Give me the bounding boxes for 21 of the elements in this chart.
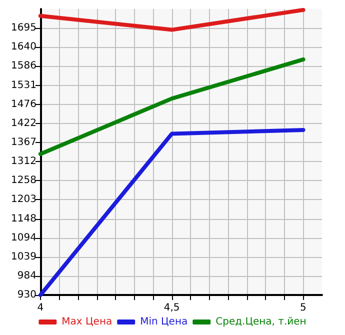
legend-label: Max Цена xyxy=(62,316,112,328)
y-tick-label: 930 xyxy=(17,290,36,300)
y-tick-label: 1422 xyxy=(10,118,36,129)
x-tick-label: 5 xyxy=(300,302,306,314)
x-tick-label: 4,5 xyxy=(164,302,180,314)
y-tick-label: 1586 xyxy=(10,60,36,72)
y-tick-label: 1148 xyxy=(10,213,36,224)
legend-label: Min Цена xyxy=(140,316,188,328)
legend-label: Сред.Цена, т.йен xyxy=(216,316,306,328)
y-tick-label: 984 xyxy=(17,270,36,282)
y-tick-label: 1312 xyxy=(10,156,36,168)
y-tick-label: 1640 xyxy=(10,42,36,53)
y-tick-label: 1695 xyxy=(10,22,36,34)
y-tick-label: 1531 xyxy=(10,80,36,91)
y-tick-label: 1094 xyxy=(10,232,36,244)
y-tick-label: 1258 xyxy=(10,175,36,186)
y-tick-label: 1367 xyxy=(10,137,36,148)
x-tick-label: 4 xyxy=(37,302,44,314)
y-tick-label: 1476 xyxy=(10,98,36,110)
y-tick-label: 1203 xyxy=(10,194,36,206)
y-tick-label: 1039 xyxy=(10,251,36,262)
